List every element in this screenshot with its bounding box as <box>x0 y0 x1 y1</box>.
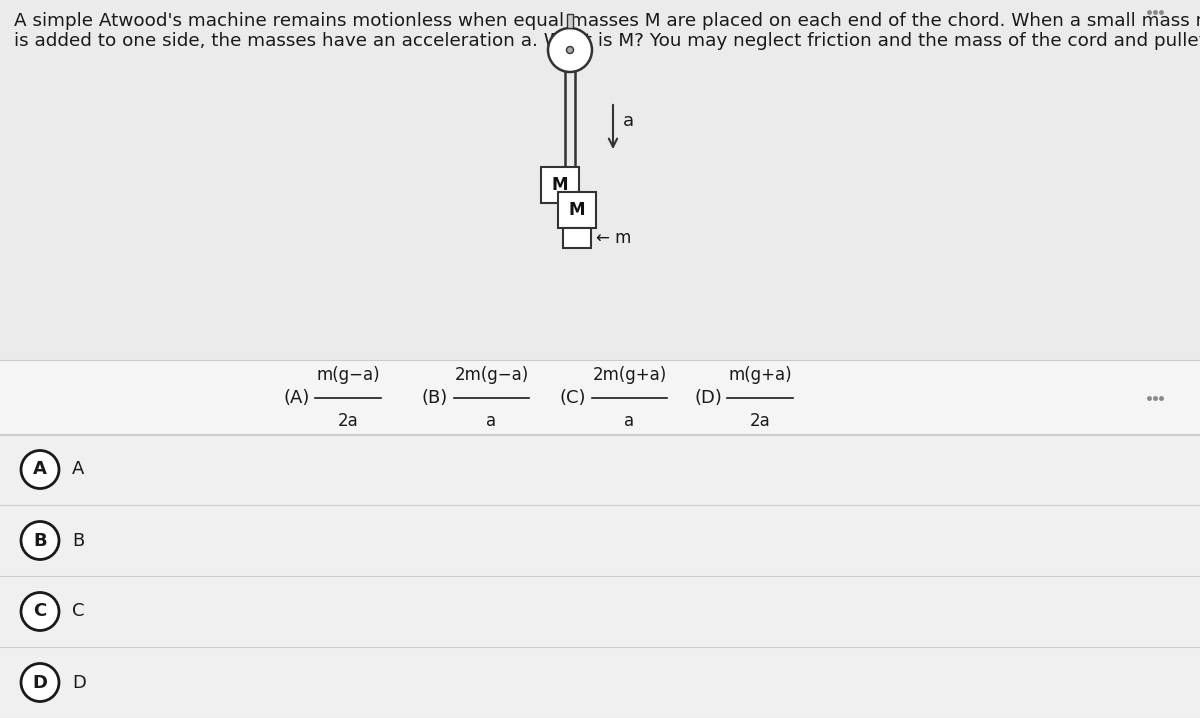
Text: M: M <box>569 201 586 219</box>
Text: a: a <box>623 112 634 130</box>
FancyBboxPatch shape <box>558 192 596 228</box>
Text: C: C <box>72 602 84 620</box>
Text: A: A <box>72 460 84 478</box>
Text: (A): (A) <box>283 389 310 407</box>
FancyBboxPatch shape <box>0 434 1200 505</box>
Text: 2m(g−a): 2m(g−a) <box>455 366 529 384</box>
Circle shape <box>548 28 592 72</box>
Text: B: B <box>72 531 84 549</box>
Text: m(g−a): m(g−a) <box>316 366 380 384</box>
Text: C: C <box>34 602 47 620</box>
Text: A simple Atwood's machine remains motionless when equal masses M are placed on e: A simple Atwood's machine remains motion… <box>14 12 1200 30</box>
Circle shape <box>22 592 59 630</box>
Text: ← m: ← m <box>596 229 631 247</box>
FancyBboxPatch shape <box>568 14 574 28</box>
FancyBboxPatch shape <box>0 360 1200 435</box>
FancyBboxPatch shape <box>0 505 1200 576</box>
Text: D: D <box>32 673 48 691</box>
Text: 2m(g+a): 2m(g+a) <box>593 366 667 384</box>
FancyBboxPatch shape <box>541 167 580 203</box>
Text: M: M <box>552 176 569 194</box>
FancyBboxPatch shape <box>0 576 1200 647</box>
Text: (C): (C) <box>559 389 586 407</box>
Text: is added to one side, the masses have an acceleration a. What is M? You may negl: is added to one side, the masses have an… <box>14 32 1200 50</box>
Text: B: B <box>34 531 47 549</box>
Text: a: a <box>486 412 497 430</box>
Text: D: D <box>72 673 86 691</box>
Circle shape <box>22 450 59 488</box>
Text: A: A <box>34 460 47 478</box>
Text: (B): (B) <box>421 389 448 407</box>
FancyBboxPatch shape <box>0 0 1200 360</box>
Text: (D): (D) <box>694 389 722 407</box>
Text: 2a: 2a <box>750 412 770 430</box>
Text: a: a <box>624 412 635 430</box>
FancyBboxPatch shape <box>563 228 592 248</box>
Circle shape <box>22 663 59 701</box>
FancyBboxPatch shape <box>0 647 1200 718</box>
Circle shape <box>22 521 59 559</box>
Circle shape <box>566 47 574 54</box>
Text: m(g+a): m(g+a) <box>728 366 792 384</box>
Text: 2a: 2a <box>337 412 359 430</box>
